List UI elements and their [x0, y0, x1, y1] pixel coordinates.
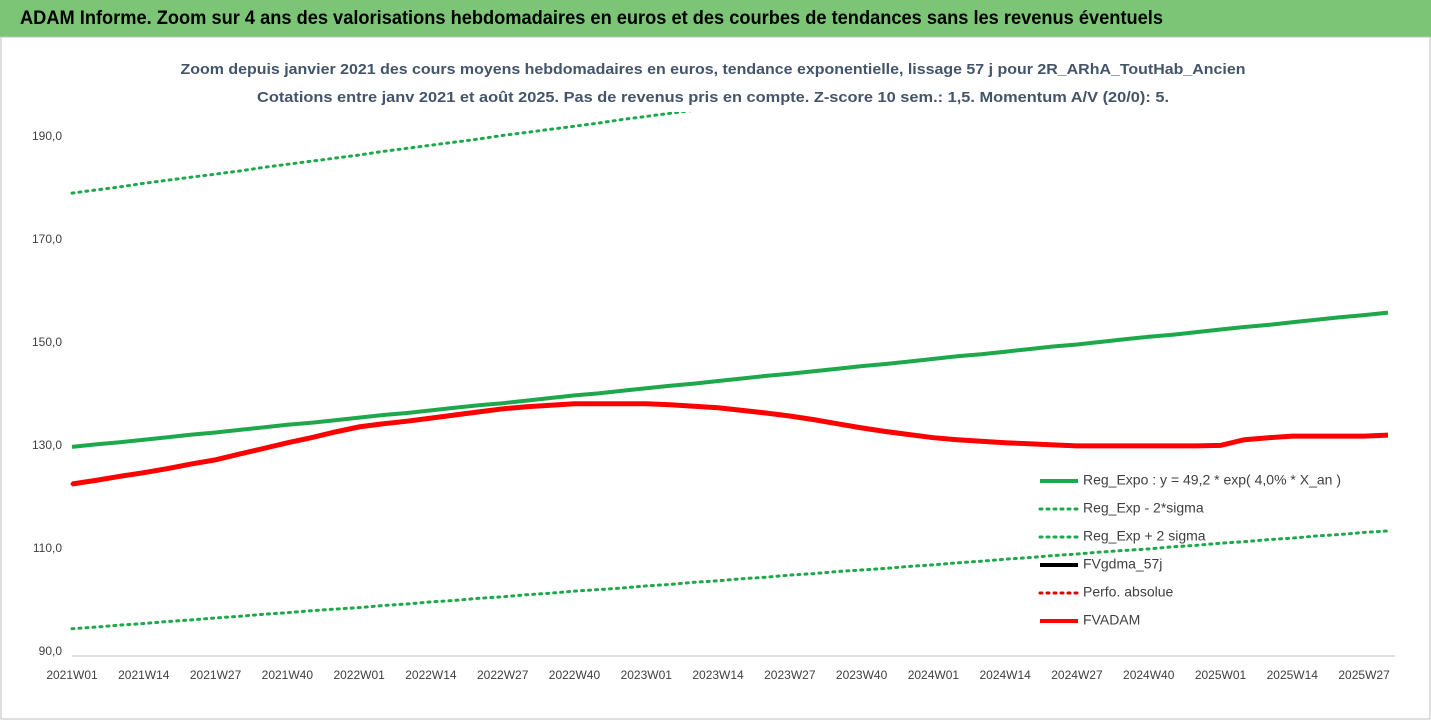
x-tick-label: 2023W40: [836, 668, 888, 682]
legend-label: Reg_Expo : y = 49,2 * exp( 4,0% * X_an ): [1083, 472, 1341, 488]
overlay: Zoom depuis janvier 2021 des cours moyen…: [175, 52, 1250, 112]
legend-label: Perfo. absolue: [1083, 584, 1173, 600]
y-tick-label: 90,0: [39, 644, 63, 658]
x-tick-label: 2021W01: [46, 668, 98, 682]
x-tick-label: 2022W27: [477, 668, 529, 682]
y-tick-label: 110,0: [33, 541, 62, 555]
legend-label: Reg_Exp - 2*sigma: [1083, 500, 1204, 516]
chart-subtitle: Cotations entre janv 2021 et août 2025. …: [257, 89, 1169, 106]
x-tick-label: 2024W14: [979, 668, 1031, 682]
series-line: [70, 529, 1390, 631]
x-tick-label: 2021W40: [262, 668, 314, 682]
x-tick-label: 2021W14: [118, 668, 170, 682]
legend-label: Reg_Exp + 2 sigma: [1083, 528, 1206, 544]
x-tick-label: 2022W01: [333, 668, 385, 682]
x-tick-label: 2023W01: [621, 668, 673, 682]
legend-label: FVADAM: [1083, 612, 1140, 628]
x-tick-label: 2021W27: [190, 668, 242, 682]
y-tick-label: 150,0: [32, 335, 62, 349]
y-tick-label: 190,0: [32, 129, 62, 143]
x-tick-label: 2024W40: [1123, 668, 1175, 682]
series-line: [71, 310, 1389, 449]
chart-title: Zoom depuis janvier 2021 des cours moyen…: [181, 61, 1246, 78]
x-tick-label: 2024W01: [908, 668, 960, 682]
x-tick-label: 2025W14: [1267, 668, 1319, 682]
x-tick-label: 2022W40: [549, 668, 601, 682]
x-tick-label: 2024W27: [1051, 668, 1103, 682]
legend-label: FVgdma_57j: [1083, 556, 1162, 572]
x-tick-label: 2025W27: [1338, 668, 1390, 682]
x-tick-label: 2022W14: [405, 668, 457, 682]
y-tick-label: 170,0: [32, 232, 62, 246]
x-tick-label: 2023W14: [692, 668, 744, 682]
y-tick-label: 130,0: [32, 438, 62, 452]
x-tick-label: 2023W27: [764, 668, 816, 682]
chart-frame: [0, 36, 1431, 720]
banner-background: [0, 0, 1431, 37]
x-tick-label: 2025W01: [1195, 668, 1247, 682]
series-line: [71, 401, 1389, 487]
title-background: [175, 52, 1250, 112]
banner-title: ADAM Informe. Zoom sur 4 ans des valoris…: [20, 8, 1163, 29]
